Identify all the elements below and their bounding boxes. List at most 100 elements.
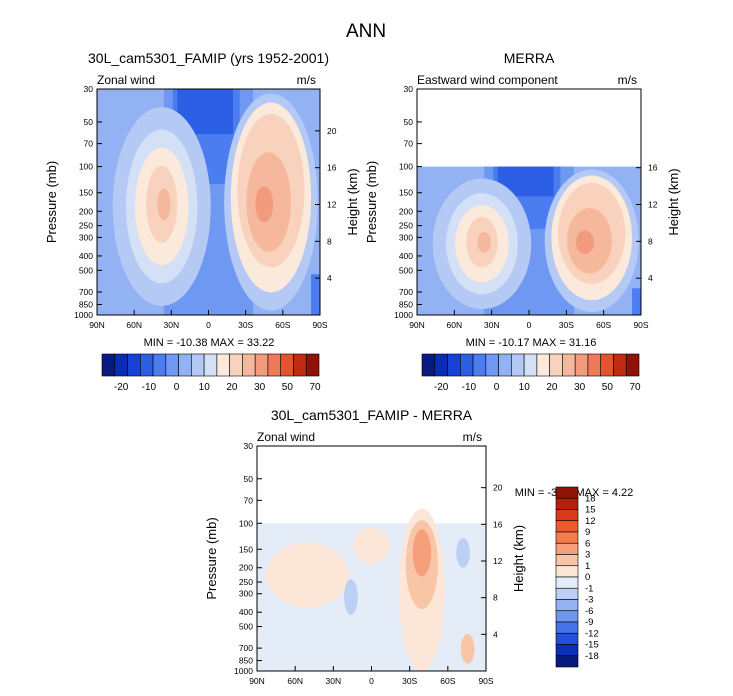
colorbar-box [267,353,282,377]
height-tick-label: 8 [648,236,653,246]
y-tick-label: 100 [79,162,93,172]
colorbar-box [523,353,538,377]
negative-anomaly-tropics [344,579,358,615]
y-tick-label: 100 [399,162,413,172]
x-tick-label: 0 [527,320,532,330]
height-tick-label: 16 [648,163,658,173]
colorbar-box [587,353,602,377]
y-tick-label: 50 [404,117,414,127]
y-axis-title-right: Height (km) [666,168,681,235]
y-tick-label: 850 [79,300,93,310]
colorbar-label: -18 [585,651,599,662]
y-tick-label: 50 [84,117,94,127]
colorbar-box [242,353,256,377]
colorbar-label: 0 [494,382,500,393]
colorbar-panel-2: -20 -10 0 10 20 30 50 70 [421,353,641,393]
y-tick-label: 400 [239,607,253,617]
y-tick-label: 1000 [74,310,93,320]
colorbar-box [555,632,579,645]
colorbar-label: 50 [602,382,614,393]
colorbar-box [555,520,579,533]
chart-units: m/s [618,73,637,87]
colorbar-box [613,353,627,377]
chart-title: MERRA [504,50,555,66]
nh-jet-contour-5 [157,188,171,221]
colorbar-box [574,353,589,377]
height-tick-label: 8 [493,593,498,603]
chart-panel-3: 30L_cam5301_FAMIP - MERRA Zonal wind m/s 30… [204,407,526,686]
chart-units: m/s [463,430,482,444]
colorbar-panel-1: -20 -10 0 10 20 30 50 70 [101,353,321,393]
colorbar-box [555,644,579,657]
height-tick-label: 16 [493,519,503,529]
colorbar-box [485,353,499,377]
colorbar-label: 0 [174,382,180,393]
colorbar-label: 50 [282,382,294,393]
colorbar-box [434,353,448,377]
x-tick-label: 90N [249,676,265,686]
colorbar-box [555,599,579,612]
colorbar-label: 1 [585,561,590,572]
colorbar-box [555,565,579,578]
height-tick-label: 12 [327,200,337,210]
colorbar-box [101,353,116,377]
y-tick-label: 1000 [394,310,413,320]
x-tick-label: 60S [440,676,455,686]
colorbar-label: 3 [585,550,590,561]
y-tick-label: 700 [399,287,413,297]
negative-anomaly-sh [456,538,470,568]
x-tick-label: 60N [126,320,142,330]
positive-anomaly-polar [460,634,475,664]
colorbar-label: -20 [114,382,129,393]
x-tick-label: 0 [369,676,374,686]
colorbar-box [293,353,307,377]
x-tick-label: 30N [326,676,342,686]
x-tick-label: 90S [478,676,493,686]
figure-title: ANN [346,21,386,42]
y-axis-title-right: Height (km) [345,168,360,235]
colorbar-label: 70 [629,382,641,393]
x-tick-label: 30S [402,676,417,686]
panel-2-stats: MIN = -10.17 MAX = 31.16 [466,337,597,349]
colorbar-box [549,353,563,377]
x-tick-label: 30N [484,320,500,330]
y-tick-label: 400 [399,251,413,261]
x-tick-label: 60S [596,320,611,330]
colorbar-label: -10 [462,382,477,393]
colorbar-label: 20 [226,382,238,393]
y-tick-label: 250 [239,577,253,587]
polar-easterly [632,288,641,315]
colorbar-label: -10 [142,382,157,393]
colorbar-label: 10 [199,382,211,393]
colorbar-box [625,353,640,377]
x-tick-label: 60S [275,320,290,330]
colorbar-label: -12 [585,628,599,639]
colorbar-box [280,353,294,377]
x-tick-label: 90S [633,320,648,330]
height-tick-label: 20 [493,483,503,493]
x-tick-label: 90N [89,320,105,330]
y-tick-label: 700 [239,643,253,653]
colorbar-box [165,353,179,377]
sh-jet-contour-5 [255,186,274,223]
colorbar-box [127,353,141,377]
y-tick-label: 250 [79,221,93,231]
colorbar-box [555,509,579,522]
y-tick-label: 200 [239,563,253,573]
colorbar-label: 20 [546,382,558,393]
colorbar-box [555,497,579,510]
colorbar-box [562,353,576,377]
y-tick-label: 70 [244,495,254,505]
colorbar-box [555,576,579,589]
colorbar-box [600,353,614,377]
y-tick-label: 1000 [234,666,253,676]
height-tick-label: 12 [648,200,658,210]
colorbar-label: 10 [519,382,531,393]
colorbar-box [555,621,579,634]
y-tick-label: 100 [239,518,253,528]
colorbar-box [498,353,512,377]
colorbar-label: 30 [574,382,586,393]
y-tick-label: 30 [404,84,414,94]
